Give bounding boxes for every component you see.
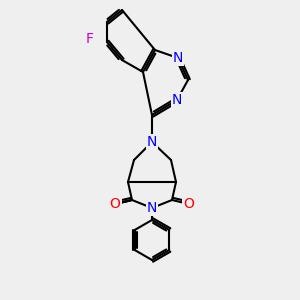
Text: F: F bbox=[86, 32, 94, 46]
Text: N: N bbox=[172, 93, 182, 107]
Text: N: N bbox=[173, 51, 183, 65]
Text: N: N bbox=[147, 135, 157, 149]
Text: O: O bbox=[184, 197, 194, 211]
Text: N: N bbox=[147, 201, 157, 215]
Text: O: O bbox=[110, 197, 120, 211]
